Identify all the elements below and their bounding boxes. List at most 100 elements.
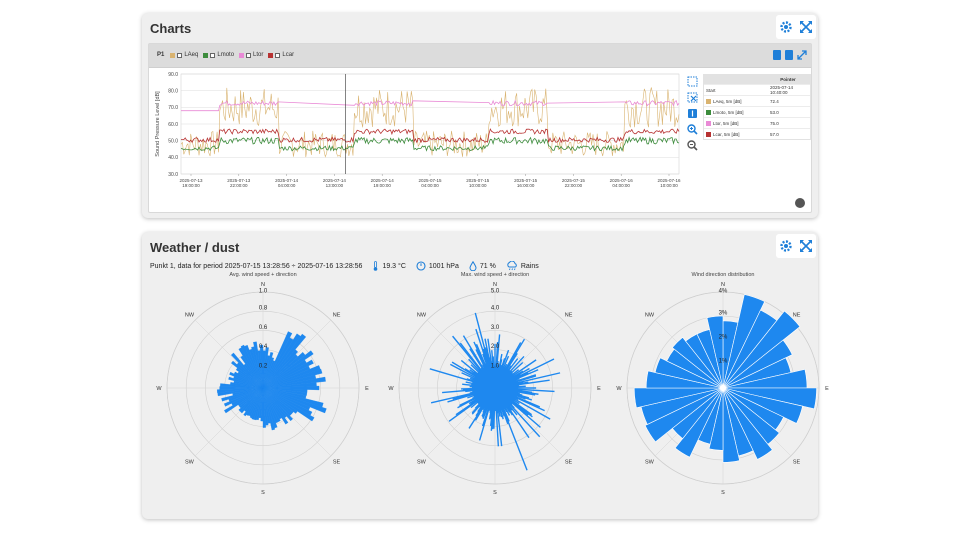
pointer-table: Pointer Start 2025-07-14 10:40:00 LAeq, 5… [703, 74, 811, 140]
zoom-out-icon[interactable] [687, 140, 698, 151]
sound-level-chart[interactable]: 90.0 80.0 70.0 60.0 50.0 40.0 30.0 Sound Pressu… [149, 68, 685, 214]
rose-ring-label: 5.0 [491, 289, 500, 295]
rose-ring-label: 1% [719, 359, 728, 365]
rose-sector [722, 387, 773, 460]
rain-cloud-icon [507, 261, 517, 271]
pointer-table-header: Pointer [704, 75, 810, 84]
x-tick-label: 2025-07-16 [657, 178, 681, 183]
gauge-icon [416, 261, 426, 271]
compass-label: E [365, 386, 369, 392]
compass-label: S [261, 490, 265, 496]
series-swatch [706, 120, 711, 126]
series-swatch [706, 98, 711, 104]
x-tick-label: 04:00:00 [612, 183, 630, 188]
y-tick-label: 90.0 [168, 72, 178, 78]
pointer-mode-icon[interactable] [687, 108, 698, 119]
weather-panel: Weather / dust Punkt 1, data for period … [142, 232, 829, 519]
checkbox-icon [210, 52, 216, 58]
humidity-meta: 71 % [469, 261, 496, 271]
gear-icon[interactable] [779, 20, 793, 34]
compass-label: E [825, 386, 829, 392]
zoom-in-icon[interactable] [687, 124, 698, 135]
rose-sector [722, 339, 793, 389]
charts-panel-title: Charts [150, 21, 192, 36]
clear-selection-icon[interactable] [687, 92, 698, 103]
legend-swatch [268, 52, 274, 58]
export-xls-icon[interactable] [785, 50, 793, 60]
compass-label: S [493, 490, 497, 496]
wrench-icon[interactable] [795, 198, 805, 208]
ltor-series-line [181, 99, 680, 112]
rose-sector [722, 310, 801, 389]
avg-wind-rose: Avg. wind speed + direction 1.0 0.8 0.6 0.4… [150, 270, 376, 515]
pointer-row-value: 57.0 [770, 131, 779, 137]
rose-sector [722, 387, 803, 424]
legend-swatch [239, 52, 245, 58]
rose-ring-label: 0.6 [259, 325, 268, 331]
pressure-value: 1001 hPa [428, 262, 459, 270]
weather-period-line: Punkt 1, data for period 2025-07-15 13:2… [150, 261, 539, 271]
gear-icon[interactable] [779, 239, 793, 253]
compass-label: SE [565, 460, 573, 466]
legend-item-laeq[interactable]: LAeq [170, 52, 198, 58]
legend-item-lcar[interactable]: Lcar [268, 52, 294, 58]
x-tick-label: 2025-07-13 [179, 178, 203, 183]
fullscreen-icon[interactable] [799, 20, 813, 34]
x-tick-label: 2025-07-14 [323, 178, 347, 183]
table-row: Start 2025-07-14 10:40:00 [704, 84, 810, 95]
compass-label: NE [793, 312, 801, 318]
compass-label: N [261, 282, 265, 288]
y-tick-label: 70.0 [168, 105, 178, 111]
legend-item-lmoto[interactable]: Lmoto [203, 52, 234, 58]
legend-item-ltor[interactable]: Ltor [239, 52, 263, 58]
table-row: Lmoto, 5m [dB] 53.0 [704, 106, 810, 117]
x-tick-label: 19:00:00 [373, 183, 391, 188]
series-swatch [706, 131, 711, 137]
weather-panel-tools [776, 234, 816, 258]
max-wind-rose-chart[interactable]: 5.0 4.0 3.0 2.0 1.0 N NE E SE S SW W NW [382, 280, 608, 508]
pointer-row-label: LAeq, 5m [dB] [713, 98, 742, 104]
rose-ring-label: 3.0 [491, 325, 500, 331]
compass-label: W [616, 386, 622, 392]
period-text: Punkt 1, data for period 2025-07-15 13:2… [150, 262, 363, 270]
rose-sector [706, 315, 724, 389]
compass-label: NW [185, 312, 195, 318]
pointer-row-label: Ltor, 5m [dB] [713, 120, 739, 126]
rose-sector [674, 387, 724, 458]
rose-sector [654, 357, 724, 389]
rose-title: Max. wind speed + direction [460, 272, 530, 278]
max-wind-rose: Max. wind speed + direction 5.0 4.0 3.0 2.0… [382, 270, 608, 515]
lmoto-series-line [180, 136, 680, 152]
charts-panel: Charts P1 LAeq Lmoto Ltor Lcar 90.0 80.0 7… [142, 13, 818, 218]
thermometer-icon [374, 261, 378, 271]
pressure-meta: 1001 hPa [416, 261, 459, 271]
rose-ring-label: 4% [719, 289, 728, 295]
x-tick-label: 10:00:00 [469, 183, 487, 188]
rose-core [471, 364, 519, 412]
temperature-meta: 19.3 °C [372, 261, 406, 271]
avg-wind-rose-chart[interactable]: 1.0 0.8 0.6 0.4 0.2 N NE E SE S SW W NW [150, 280, 376, 508]
compass-label: SW [185, 460, 195, 466]
x-tick-label: 2025-07-14 [275, 178, 299, 183]
expand-icon[interactable] [797, 50, 807, 60]
rose-ring-label: 0.4 [259, 344, 268, 350]
compass-label: W [388, 386, 394, 392]
compass-label: SW [645, 460, 655, 466]
legend-label: LAeq [184, 52, 199, 58]
pointer-row-label: Lmoto, 5m [dB] [713, 109, 744, 115]
chart-header: P1 LAeq Lmoto Ltor Lcar [149, 44, 811, 68]
fullscreen-icon[interactable] [799, 239, 813, 253]
select-area-icon[interactable] [687, 76, 698, 87]
export-csv-icon[interactable] [773, 50, 781, 60]
checkbox-icon [177, 52, 183, 58]
rose-sector [259, 344, 264, 389]
x-tick-label: 2025-07-16 [610, 178, 634, 183]
compass-label: N [493, 282, 497, 288]
series-swatch [706, 109, 711, 115]
wind-direction-rose-chart[interactable]: 4% 3% 2% 1% N NE E SE S SW W NW [610, 280, 836, 508]
pointer-row-label: Lcar, 5m [dB] [713, 131, 740, 137]
line-chart-container: P1 LAeq Lmoto Ltor Lcar 90.0 80.0 70.0 60.0… [148, 43, 812, 213]
rose-center [720, 385, 726, 391]
compass-label: N [721, 282, 725, 288]
humidity-value: 71 % [479, 262, 496, 270]
